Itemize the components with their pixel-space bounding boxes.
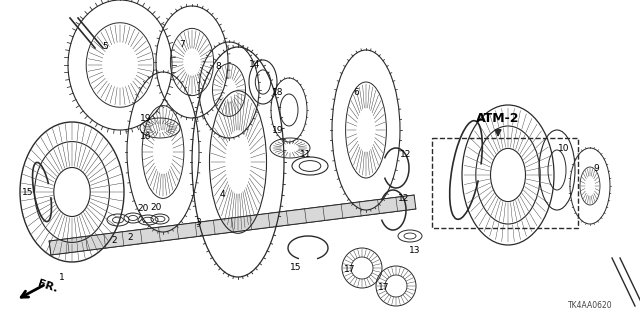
Text: 9: 9 xyxy=(593,164,599,172)
Text: 8: 8 xyxy=(215,61,221,70)
Text: 14: 14 xyxy=(250,60,260,68)
Text: 3: 3 xyxy=(195,218,201,227)
Text: 11: 11 xyxy=(300,149,312,158)
Text: 7: 7 xyxy=(179,39,185,49)
Bar xyxy=(432,138,578,228)
Text: 2: 2 xyxy=(111,236,117,244)
Text: 19: 19 xyxy=(140,114,152,123)
Text: 1: 1 xyxy=(59,274,65,283)
Text: 19: 19 xyxy=(272,125,284,134)
Text: 17: 17 xyxy=(344,266,356,275)
Text: 17: 17 xyxy=(378,284,390,292)
Text: 20: 20 xyxy=(138,204,148,212)
Text: 6: 6 xyxy=(353,87,359,97)
Text: 2: 2 xyxy=(127,233,133,242)
Text: 10: 10 xyxy=(558,143,570,153)
Text: 5: 5 xyxy=(102,42,108,51)
Text: 13: 13 xyxy=(409,245,420,254)
Text: 15: 15 xyxy=(22,188,34,196)
Polygon shape xyxy=(49,195,416,255)
Text: 4: 4 xyxy=(219,189,225,198)
Text: 20: 20 xyxy=(150,203,162,212)
Text: FR.: FR. xyxy=(36,278,59,294)
Text: 16: 16 xyxy=(140,132,152,140)
Text: TK4AA0620: TK4AA0620 xyxy=(568,301,612,310)
Text: ATM-2: ATM-2 xyxy=(476,111,520,124)
Text: 12: 12 xyxy=(398,194,410,203)
Text: 12: 12 xyxy=(400,149,412,158)
Text: 15: 15 xyxy=(291,263,301,273)
Text: 18: 18 xyxy=(272,87,284,97)
